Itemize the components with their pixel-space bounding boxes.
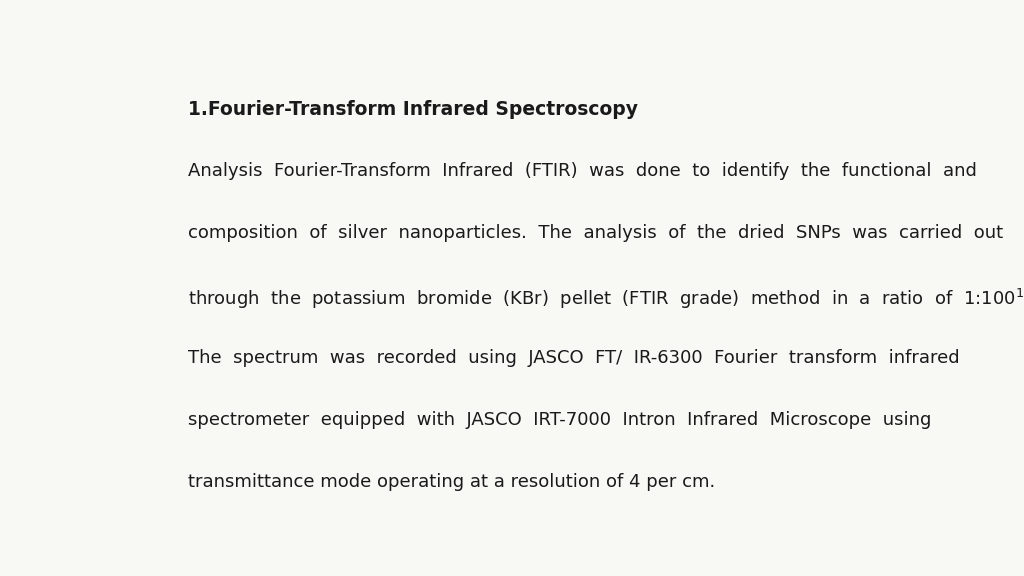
Text: The  spectrum  was  recorded  using  JASCO  FT/  IR-6300  Fourier  transform  in: The spectrum was recorded using JASCO FT… [187, 348, 959, 366]
Text: composition  of  silver  nanoparticles.  The  analysis  of  the  dried  SNPs  wa: composition of silver nanoparticles. The… [187, 224, 1002, 242]
Text: 1.Fourier-Transform Infrared Spectroscopy: 1.Fourier-Transform Infrared Spectroscop… [187, 100, 638, 119]
Text: through  the  potassium  bromide  (KBr)  pellet  (FTIR  grade)  method  in  a  r: through the potassium bromide (KBr) pell… [187, 286, 1024, 310]
Text: spectrometer  equipped  with  JASCO  IRT-7000  Intron  Infrared  Microscope  usi: spectrometer equipped with JASCO IRT-700… [187, 411, 931, 429]
Text: transmittance mode operating at a resolution of 4 per cm.: transmittance mode operating at a resolu… [187, 473, 715, 491]
Text: Analysis  Fourier-Transform  Infrared  (FTIR)  was  done  to  identify  the  fun: Analysis Fourier-Transform Infrared (FTI… [187, 162, 977, 180]
